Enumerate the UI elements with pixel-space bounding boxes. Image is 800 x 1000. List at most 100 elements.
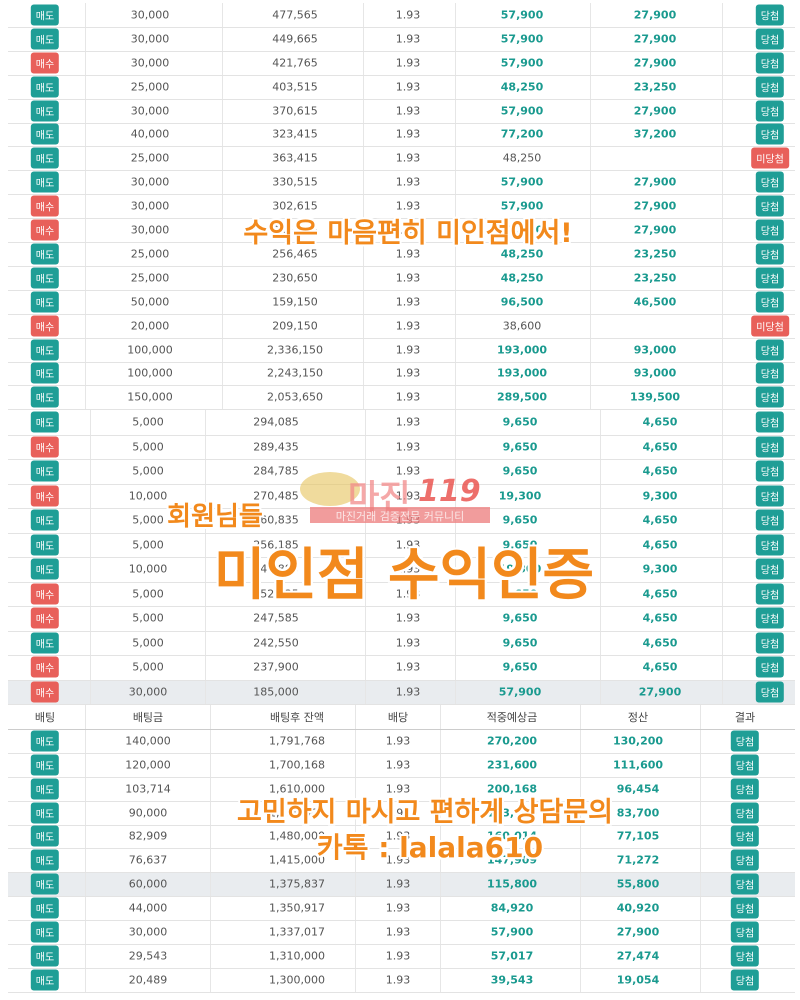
table-cell: 1.93 xyxy=(395,80,421,94)
table-cell: 93,000 xyxy=(633,343,677,357)
table-cell: 1.93 xyxy=(395,611,421,625)
table-cell: 286,465 xyxy=(272,223,318,237)
table-cell: 30,000 xyxy=(130,175,170,189)
position-badge: 매도 xyxy=(30,509,60,531)
table-cell: 1,530,000 xyxy=(269,806,325,820)
table-cell: 30,000 xyxy=(130,104,170,118)
table-cell: 185,000 xyxy=(253,685,299,699)
table-cell: 9,650 xyxy=(502,636,538,650)
table-cell: 1,375,837 xyxy=(269,877,325,891)
table-cell: 330,515 xyxy=(272,175,318,189)
result-badge: 당첨 xyxy=(755,485,785,507)
table-cell: 57,900 xyxy=(500,223,544,237)
table-cell: 10,000 xyxy=(128,562,168,576)
table-cell: 256,465 xyxy=(272,247,318,261)
row-border xyxy=(8,581,795,583)
position-badge: 매수 xyxy=(30,607,60,629)
table-cell: 449,665 xyxy=(272,32,318,46)
position-badge: 매수 xyxy=(30,583,60,605)
row-border xyxy=(8,800,795,802)
table-cell: 30,000 xyxy=(130,32,170,46)
position-badge: 매도 xyxy=(30,460,60,482)
position-badge: 매도 xyxy=(30,730,60,752)
table-cell: 103,714 xyxy=(125,782,171,796)
table-cell: 82,909 xyxy=(128,829,168,843)
result-badge: 당첨 xyxy=(730,825,760,847)
table-cell: 1.93 xyxy=(385,949,411,963)
row-border xyxy=(8,704,795,705)
row-border xyxy=(8,74,795,76)
position-badge: 매도 xyxy=(30,147,60,169)
result-badge: 당첨 xyxy=(755,28,785,50)
position-badge: 매도 xyxy=(30,100,60,122)
result-badge: 당첨 xyxy=(755,583,785,605)
position-badge: 매도 xyxy=(30,339,60,361)
table-cell: 2,243,150 xyxy=(267,366,323,380)
table-cell: 1.93 xyxy=(395,223,421,237)
position-badge: 매수 xyxy=(30,315,60,337)
table-cell: 2,336,150 xyxy=(267,343,323,357)
row-border xyxy=(8,944,795,945)
table-cell: 2,053,650 xyxy=(267,390,323,404)
position-badge: 매도 xyxy=(30,802,60,824)
table-cell: 5,000 xyxy=(132,660,164,674)
row-border xyxy=(8,776,795,778)
table-cell: 84,920 xyxy=(490,901,534,915)
table-cell: 403,515 xyxy=(272,80,318,94)
table-cell: 4,650 xyxy=(642,440,678,454)
table-cell: 1.93 xyxy=(385,806,411,820)
result-badge: 미당첨 xyxy=(751,315,789,337)
table-cell: 1.93 xyxy=(395,685,421,699)
table-cell: 193,000 xyxy=(496,366,548,380)
table-cell: 40,000 xyxy=(130,127,170,141)
row-border xyxy=(8,385,795,387)
table-cell: 1.93 xyxy=(395,8,421,22)
position-badge: 매도 xyxy=(30,534,60,556)
table-cell: 23,250 xyxy=(633,80,677,94)
table-cell: 130,200 xyxy=(612,734,664,748)
position-badge: 매수 xyxy=(30,656,60,678)
table-cell: 421,765 xyxy=(272,56,318,70)
table-cell: 4,650 xyxy=(642,513,678,527)
position-badge: 매도 xyxy=(30,28,60,50)
row-border xyxy=(8,337,795,339)
row-border xyxy=(8,170,795,172)
table-cell: 1.93 xyxy=(395,343,421,357)
row-border xyxy=(8,242,795,243)
table-cell: 20,000 xyxy=(130,319,170,333)
table-cell: 363,415 xyxy=(272,151,318,165)
column-header: 정산 xyxy=(627,710,649,724)
table-cell: 323,415 xyxy=(272,127,318,141)
highlight-row xyxy=(8,872,795,897)
column-header: 결과 xyxy=(734,710,756,724)
table-cell: 1.93 xyxy=(395,660,421,674)
result-badge: 당첨 xyxy=(755,267,785,289)
result-badge: 당첨 xyxy=(755,681,785,703)
table-cell: 1,610,000 xyxy=(269,782,325,796)
position-badge: 매도 xyxy=(30,897,60,919)
row-border xyxy=(8,967,795,969)
table-cell: 9,650 xyxy=(502,513,538,527)
table-cell: 111,600 xyxy=(612,758,664,772)
table-cell: 19,300 xyxy=(498,562,542,576)
row-border xyxy=(8,409,795,411)
table-cell: 1,791,768 xyxy=(269,734,325,748)
table-cell: 160,014 xyxy=(486,829,538,843)
table-cell: 100,000 xyxy=(127,343,173,357)
position-badge: 매도 xyxy=(30,632,60,654)
table-cell: 4,650 xyxy=(642,464,678,478)
table-cell: 60,000 xyxy=(128,877,168,891)
table-cell: 230,650 xyxy=(272,271,318,285)
position-badge: 매수 xyxy=(30,195,60,217)
table-cell: 115,800 xyxy=(486,877,538,891)
header-border xyxy=(8,728,795,730)
watermark-tagline: 마진거래 검증전문 커뮤니티 xyxy=(335,510,465,523)
result-badge: 당첨 xyxy=(755,339,785,361)
table-cell: 477,565 xyxy=(272,8,318,22)
result-badge: 당첨 xyxy=(755,243,785,265)
position-badge: 매도 xyxy=(30,778,60,800)
row-border xyxy=(8,920,795,922)
row-border xyxy=(8,98,795,100)
table-cell: 1.93 xyxy=(385,758,411,772)
